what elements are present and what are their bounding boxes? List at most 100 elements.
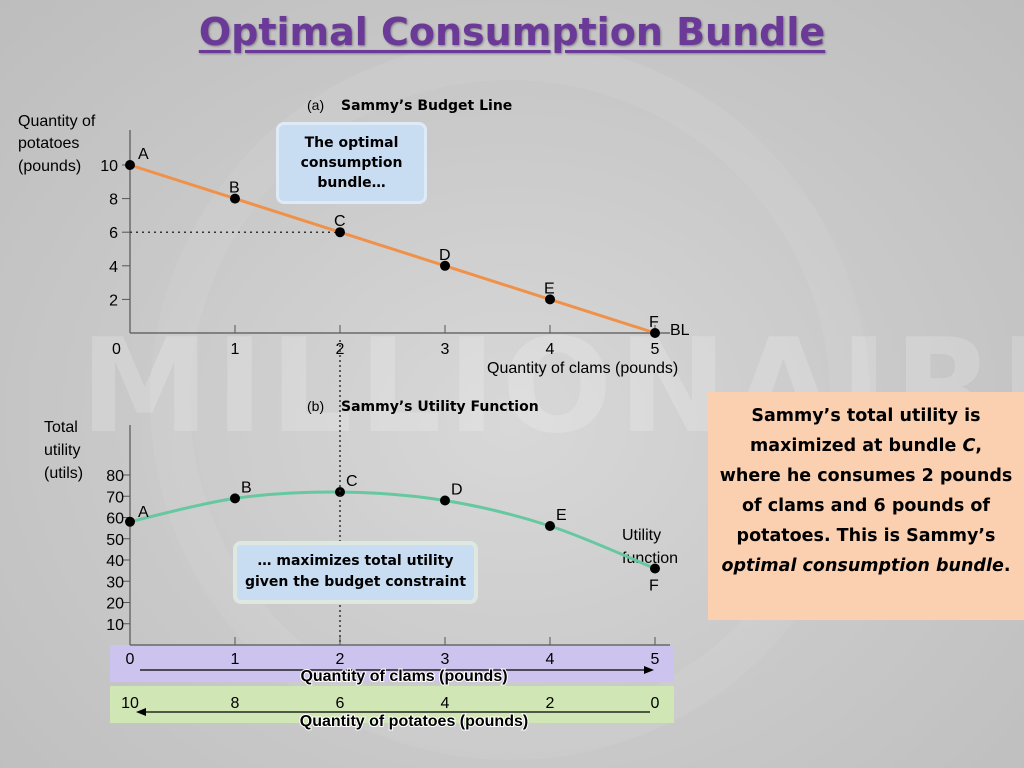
panel-a-xtick-label: 2: [336, 341, 345, 358]
summary-part3: .: [1003, 556, 1011, 576]
callout-top-line2: consumption: [300, 155, 403, 171]
panel-b-point-label-b: B: [241, 479, 252, 496]
utility-curve: [129, 490, 656, 570]
panel-a-label: (a): [307, 97, 324, 113]
panel-b-xtick-label-clams: 3: [441, 651, 450, 668]
panel-b-ylabel-line3: (utils): [44, 465, 83, 482]
panel-b-xtick-label-clams: 5: [651, 651, 660, 668]
clams-band: [110, 645, 674, 682]
panel-b-ylabel-line1: Total: [44, 419, 78, 436]
panel-a-xtick-label: 5: [651, 341, 660, 358]
potatoes-band: [110, 686, 674, 723]
panel-b-curve-label-line2: function: [622, 550, 678, 567]
callout-top-line3: bundle…: [317, 175, 386, 191]
panel-a-ytick-label: 10: [100, 158, 118, 175]
panel-b-ytick-label: 80: [106, 468, 124, 485]
panel-b-ytick-label: 20: [106, 596, 124, 613]
panel-a-point-a: [125, 160, 135, 170]
panel-b-xtick-label-potatoes: 2: [546, 695, 555, 712]
potatoes-arrow-head: [136, 708, 146, 716]
summary-part2: , where he consumes 2 pounds of clams an…: [719, 436, 1013, 546]
budget-line: [129, 163, 656, 335]
slide-title: Optimal Consumption Bundle: [198, 10, 826, 54]
summary-box: Sammy’s total utility is maximized at bu…: [708, 392, 1024, 620]
panel-b-point-label-c: C: [346, 473, 358, 490]
callout-bottom-line1: … maximizes total utility: [257, 553, 454, 569]
panel-b-xtick-label-potatoes: 0: [651, 695, 660, 712]
panel-a-title: Sammy’s Budget Line: [341, 98, 512, 114]
panel-a-point-b: [230, 193, 240, 204]
callout-maximizes-utility: … maximizes total utility given the budg…: [233, 541, 478, 604]
panel-a-ylabel-line3: (pounds): [18, 158, 81, 175]
panel-a-xtick-label: 1: [231, 341, 240, 358]
panel-b-series: [129, 490, 656, 570]
panel-b-title: Sammy’s Utility Function: [341, 399, 539, 415]
panel-a-ytick-label: 4: [109, 259, 118, 276]
panel-a-point-d: [440, 260, 450, 271]
panel-a-point-c: [335, 227, 345, 238]
clams-arrow-head: [644, 666, 654, 674]
panel-b-point-label-d: D: [451, 482, 463, 499]
panel-b-ytick-label: 10: [106, 617, 124, 634]
panel-b-point-label-e: E: [556, 507, 567, 524]
panel-a-ytick-label: 2: [109, 292, 118, 309]
panel-b-point-f: [650, 563, 660, 574]
callout-optimal-bundle: The optimal consumption bundle…: [276, 122, 427, 204]
panel-b-ytick-label: 50: [106, 532, 124, 549]
panel-a-xlabel: Quantity of clams (pounds): [487, 360, 678, 377]
panel-b-xtick-label-potatoes: 4: [441, 695, 450, 712]
panel-b-xlabel-clams: Quantity of clams (pounds): [300, 668, 507, 685]
panel-a-origin-label: 0: [112, 341, 121, 358]
summary-part1: Sammy’s total utility is maximized at bu…: [750, 406, 981, 456]
panel-b-xtick-label-potatoes: 8: [231, 695, 240, 712]
panel-b-ytick-label: 60: [106, 511, 124, 528]
panel-a-curve-label: BL: [670, 322, 690, 339]
panel-b-point-b: [230, 493, 240, 504]
panel-b-ytick-label: 40: [106, 553, 124, 570]
panel-a-point-label-e: E: [544, 280, 555, 297]
panel-b-xtick-label-potatoes: 10: [121, 695, 139, 712]
panel-a-point-label-b: B: [229, 180, 240, 197]
panel-b-xtick-label-clams: 4: [546, 651, 555, 668]
panel-b-curve-label-line1: Utility: [622, 527, 661, 544]
callout-top-line1: The optimal: [304, 135, 399, 151]
panel-a-point-label-d: D: [439, 247, 451, 264]
panel-a-point-label-f: F: [649, 314, 659, 331]
panel-b-xtick-label-clams: 2: [336, 651, 345, 668]
panel-b-point-label-a: A: [138, 504, 149, 521]
panel-b-point-a: [125, 516, 135, 527]
panel-a-series: [129, 163, 656, 335]
panel-a-points: A B C D E F: [125, 146, 660, 338]
panel-a-point-label-c: C: [334, 213, 346, 230]
panel-a-point-label-a: A: [138, 146, 149, 163]
panel-b-ytick-label: 70: [106, 489, 124, 506]
panel-b-xtick-label-clams: 0: [126, 651, 135, 668]
panel-b-xtick-label-potatoes: 6: [336, 695, 345, 712]
panel-a-ytick-label: 6: [109, 225, 118, 242]
panel-a-xtick-label: 4: [546, 341, 555, 358]
panel-a-point-f: [650, 328, 660, 338]
panel-a-ylabel-line2: potatoes: [18, 135, 79, 152]
callout-bottom-line2: given the budget constraint: [244, 574, 467, 590]
panel-b-point-e: [545, 521, 555, 531]
panel-b-point-d: [440, 495, 450, 506]
panel-a-ylabel-line1: Quantity of: [18, 113, 96, 130]
panel-b-ylabel-line2: utility: [44, 442, 80, 459]
panel-b-xtick-label-clams: 1: [231, 651, 240, 668]
panel-b-points: A B C D E F: [125, 473, 660, 595]
panel-b-point-label-f: F: [649, 578, 659, 595]
panel-b-xlabel-potatoes: Quantity of potatoes (pounds): [300, 713, 528, 730]
panel-b-label: (b): [307, 398, 324, 414]
panel-a: (a) Sammy’s Budget Line Quantity of pota…: [18, 97, 690, 377]
summary-emph: optimal consumption bundle: [721, 556, 1004, 576]
panel-b-ytick-label: 30: [106, 574, 124, 591]
panel-a-point-e: [545, 294, 555, 305]
panel-a-ytick-label: 8: [109, 192, 118, 209]
summary-bundle: C: [962, 436, 976, 456]
panel-b: (b) Sammy’s Utility Function Total utili…: [44, 398, 678, 731]
panel-a-xtick-label: 3: [441, 341, 450, 358]
